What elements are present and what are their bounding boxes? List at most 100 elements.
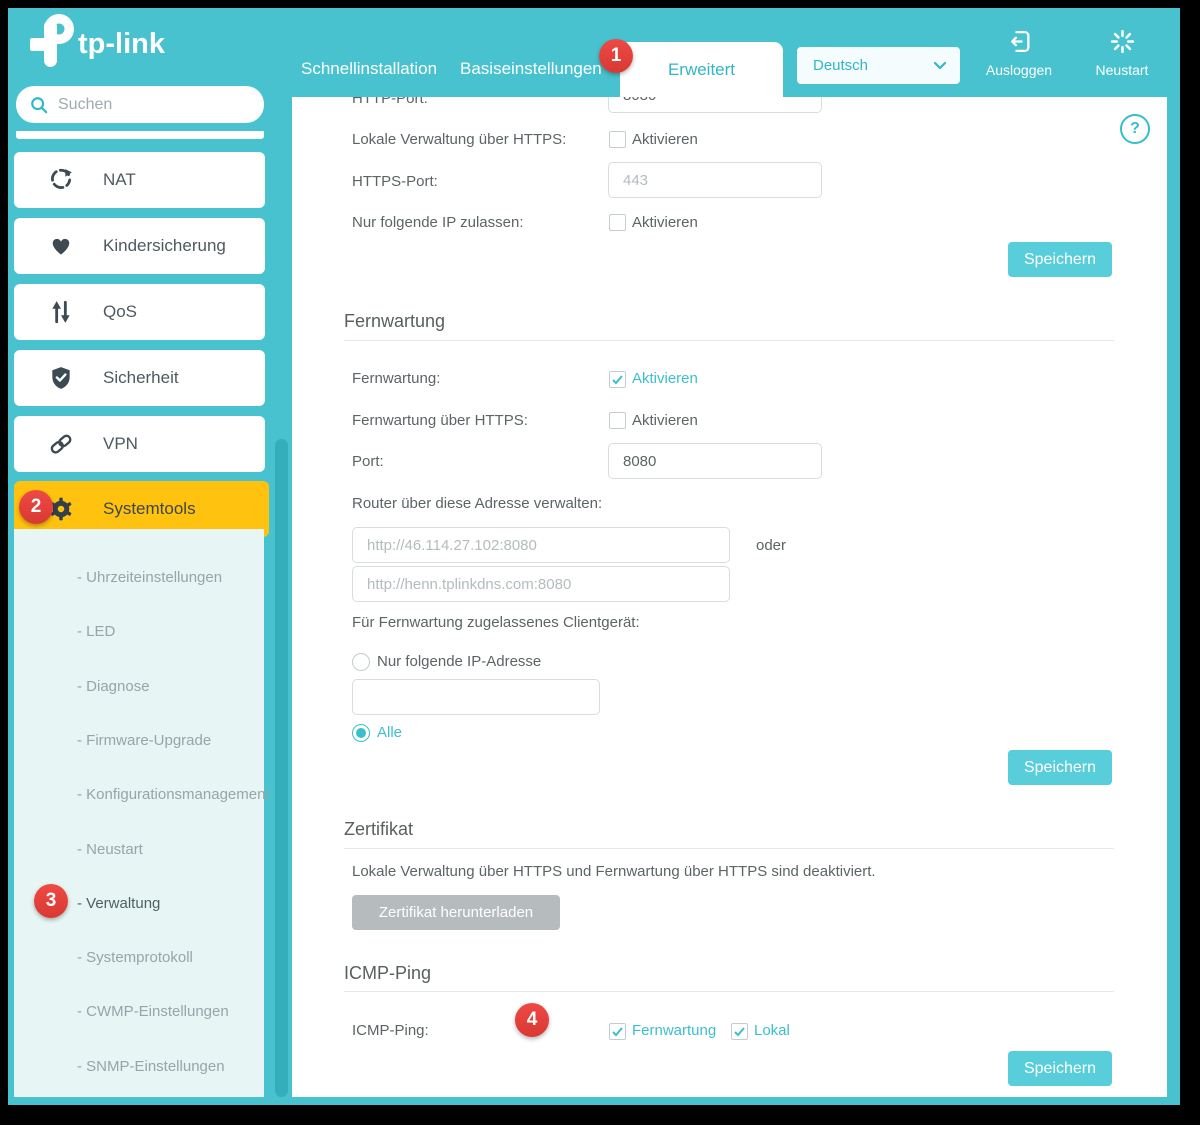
section-title-fernwartung: Fernwartung [344,311,446,331]
brand-name: tp-link [78,28,165,60]
save-button-remote[interactable]: Speichern [1008,750,1112,785]
submenu-item-neustart[interactable]: - Neustart [77,841,143,858]
tab-erweitert[interactable]: Erweitert [620,42,783,97]
sidebar-item-nat[interactable]: NAT [14,152,265,208]
local-https-checkbox-label: Aktivieren [632,131,698,148]
icmp-label: ICMP-Ping: [352,1022,429,1039]
section-title-zertifikat: Zertifikat [344,819,414,839]
download-certificate-button[interactable]: Zertifikat herunterladen [352,895,560,930]
manage-address-ip-input[interactable] [352,527,730,563]
systemtools-submenu [14,529,264,1097]
https-port-label: HTTPS-Port: [352,173,438,190]
logout-button[interactable]: Ausloggen [974,29,1064,78]
header-bar [8,8,1180,97]
search-placeholder: Suchen [58,95,113,113]
vpn-link-icon [50,434,72,454]
ip-restrict-label: Nur folgende IP zulassen: [352,214,524,231]
router-admin-page: ? HTTP-Port: Lokale Verwaltung über HTTP… [8,8,1180,1105]
tp-link-logo: tp-link [30,14,190,74]
sidebar-scrollbar[interactable] [275,439,288,1097]
tp-link-logo-icon [30,14,74,67]
annotation-badge-1: 1 [599,39,633,73]
sidebar-item-partial [16,131,264,139]
qos-arrows-icon [52,300,70,324]
https-port-input[interactable] [608,162,822,198]
divider [344,848,1114,849]
sidebar-item-label: Kindersicherung [103,236,226,255]
security-shield-icon [52,367,70,389]
radio-all[interactable] [352,724,370,742]
icmp-remote-checkbox-label: Fernwartung [632,1022,717,1039]
remote-https-label: Fernwartung über HTTPS: [352,412,528,429]
annotation-badge-4: 4 [515,1003,549,1037]
icmp-remote-checkbox[interactable] [609,1023,626,1040]
submenu-item-cwmp-einstellungen[interactable]: - CWMP-Einstellungen [77,1003,229,1020]
sidebar-item-label: QoS [103,302,138,321]
sidebar-item-kindersicherung[interactable]: Kindersicherung [14,218,265,274]
sidebar-item-label: Systemtools [103,499,196,518]
save-button-icmp[interactable]: Speichern [1008,1051,1112,1086]
check-icon [734,1026,745,1036]
parental-controls-heart-icon [52,238,70,255]
divider [344,991,1114,992]
language-select[interactable]: Deutsch [797,47,960,84]
section-title-icmp: ICMP-Ping [344,963,432,983]
logout-icon [1010,30,1029,53]
sidebar-item-label: NAT [103,170,136,189]
ip-restrict-checkbox-label: Aktivieren [632,214,698,231]
submenu-item-verwaltung[interactable]: - Verwaltung [77,895,161,912]
sidebar-item-label: Sicherheit [103,368,179,387]
client-device-label: Für Fernwartung zugelassenes Clientgerät… [352,614,640,631]
client-ip-input[interactable] [352,679,600,715]
radio-only-ip[interactable] [352,653,370,671]
check-icon [612,374,623,384]
nav-schnellinstallation[interactable]: Schnellinstallation [301,59,438,78]
restart-spinner-icon [1110,29,1134,54]
annotation-badge-3: 3 [34,884,68,918]
submenu-item-diagnose[interactable]: - Diagnose [77,678,150,695]
ip-restrict-checkbox[interactable] [609,214,626,231]
divider [344,340,1114,341]
nat-sync-icon [51,168,72,189]
chevron-down-icon [934,62,946,70]
local-https-label: Lokale Verwaltung über HTTPS: [352,131,567,148]
submenu-item-firmware-upgrade[interactable]: - Firmware-Upgrade [77,732,212,749]
language-value: Deutsch [813,57,869,74]
remote-https-checkbox[interactable] [609,412,626,429]
sidebar-item-qos[interactable]: QoS [14,284,265,340]
restart-button[interactable]: Neustart [1077,29,1167,78]
submenu-item-systemprotokoll[interactable]: - Systemprotokoll [77,949,193,966]
submenu-item-led[interactable]: - LED [77,623,116,640]
radio-only-ip-label: Nur folgende IP-Adresse [377,653,542,670]
sidebar-item-systemtools[interactable]: Systemtools [14,481,269,537]
sidebar-item-sicherheit[interactable]: Sicherheit [14,350,265,406]
nav-basiseinstellungen[interactable]: Basiseinstellungen [460,59,602,78]
logout-label: Ausloggen [985,62,1053,78]
certificate-info-text: Lokale Verwaltung über HTTPS und Fernwar… [352,863,876,880]
remote-enable-checkbox-label: Aktivieren [632,370,698,387]
remote-enable-checkbox[interactable] [609,371,626,388]
search-icon [31,96,48,113]
sidebar-item-vpn[interactable]: VPN [14,416,265,472]
systemtools-gear-icon [50,497,72,521]
annotation-badge-2: 2 [19,490,53,524]
icmp-local-checkbox[interactable] [731,1023,748,1040]
restart-label: Neustart [1095,62,1149,78]
submenu-item-konfigurationsmanagement[interactable]: - Konfigurationsmanagement [77,786,270,803]
help-icon[interactable]: ? [1120,114,1150,144]
save-button-local[interactable]: Speichern [1008,242,1112,277]
submenu-item-snmp-einstellungen[interactable]: - SNMP-Einstellungen [77,1058,225,1075]
remote-https-checkbox-label: Aktivieren [632,412,698,429]
sidebar-item-label: VPN [103,434,138,453]
remote-enable-label: Fernwartung: [352,370,441,387]
search-input[interactable]: Suchen [16,86,264,123]
radio-all-label: Alle [377,724,403,741]
manage-address-label: Router über diese Adresse verwalten: [352,495,603,512]
remote-port-input[interactable] [608,443,822,479]
submenu-item-uhrzeiteinstellungen[interactable]: - Uhrzeiteinstellungen [77,569,223,586]
icmp-local-checkbox-label: Lokal [754,1022,790,1039]
or-label: oder [756,537,787,554]
manage-address-dns-input[interactable] [352,566,730,602]
local-https-checkbox[interactable] [609,131,626,148]
